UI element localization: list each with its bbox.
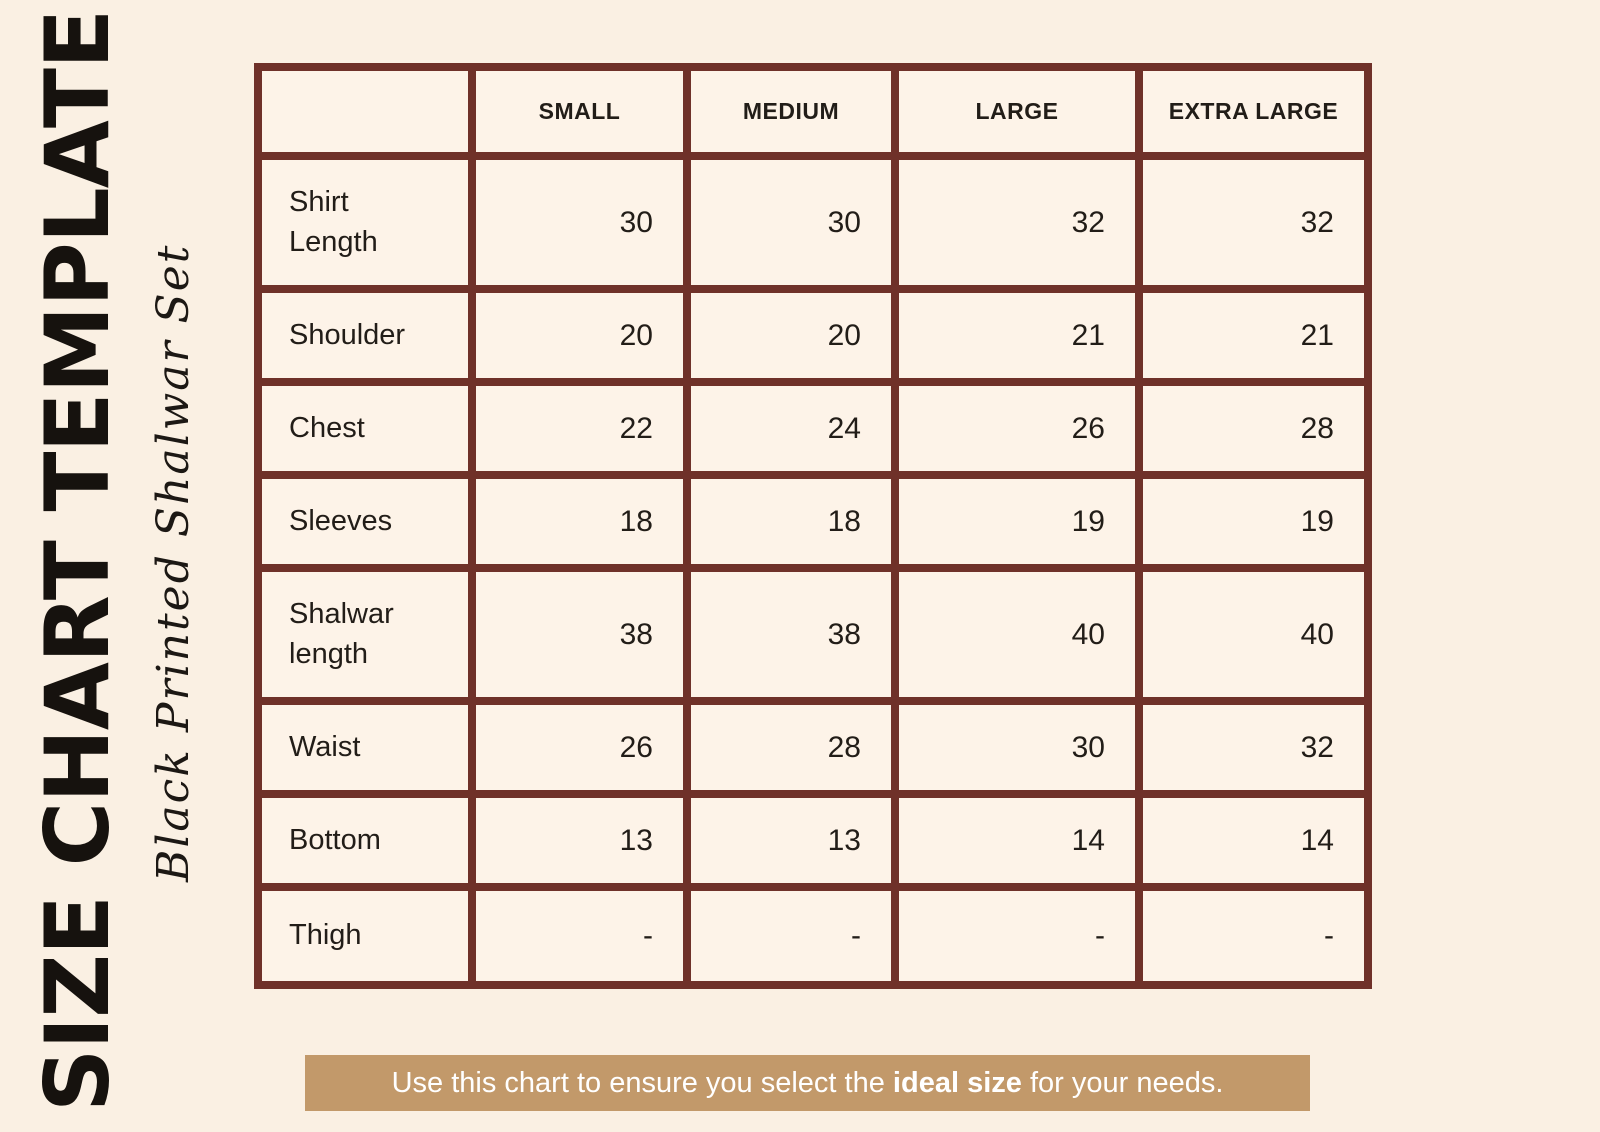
row-label: Thigh bbox=[254, 883, 476, 989]
cell-value: 20 bbox=[468, 285, 691, 386]
cell-value: 28 bbox=[683, 697, 899, 798]
cell-value: 40 bbox=[891, 564, 1143, 705]
cell-value: 20 bbox=[683, 285, 899, 386]
footer-note-prefix: Use this chart to ensure you select the bbox=[391, 1066, 893, 1099]
row-label-text: Shoulder bbox=[289, 318, 406, 351]
table-row-shoulder: Shoulder 20 20 21 21 bbox=[254, 285, 1372, 386]
cell-value: 26 bbox=[468, 697, 691, 798]
cell-value: - bbox=[891, 883, 1143, 989]
table-row-chest: Chest 22 24 26 28 bbox=[254, 378, 1372, 479]
corner-cell bbox=[254, 63, 476, 160]
row-label: Bottom bbox=[254, 790, 476, 891]
cell-value: 32 bbox=[1135, 152, 1372, 293]
cell-value: 19 bbox=[891, 471, 1143, 572]
table-row-thigh: Thigh - - - - bbox=[254, 883, 1372, 989]
cell-value: - bbox=[468, 883, 691, 989]
cell-value: 18 bbox=[683, 471, 899, 572]
column-header-extra-large: EXTRA LARGE bbox=[1135, 63, 1372, 160]
cell-value: 38 bbox=[683, 564, 899, 705]
cell-value: 13 bbox=[468, 790, 691, 891]
row-label: Shoulder bbox=[254, 285, 476, 386]
cell-value: 13 bbox=[683, 790, 899, 891]
cell-value: 38 bbox=[468, 564, 691, 705]
row-label: Shalwar length bbox=[254, 564, 476, 705]
row-label-text: Chest bbox=[289, 411, 365, 444]
footer-note-emphasis: ideal size bbox=[892, 1066, 1022, 1099]
row-label-text: Bottom bbox=[289, 823, 381, 856]
cell-value: 30 bbox=[468, 152, 691, 293]
row-label-text: Shalwar length bbox=[289, 598, 394, 670]
row-label-text: Shirt Length bbox=[289, 186, 378, 258]
page-subtitle-script: Black Printed Shalwar Set bbox=[148, 243, 199, 882]
row-label: Waist bbox=[254, 697, 476, 798]
table-row-shirt-length: Shirt Length 30 30 32 32 bbox=[254, 152, 1372, 293]
cell-value: 19 bbox=[1135, 471, 1372, 572]
cell-value: 22 bbox=[468, 378, 691, 479]
header-row: SMALL MEDIUM LARGE EXTRA LARGE bbox=[254, 63, 1372, 160]
table-row-shalwar-length: Shalwar length 38 38 40 40 bbox=[254, 564, 1372, 705]
cell-value: 32 bbox=[1135, 697, 1372, 798]
table-row-sleeves: Sleeves 18 18 19 19 bbox=[254, 471, 1372, 572]
cell-value: 28 bbox=[1135, 378, 1372, 479]
row-label: Chest bbox=[254, 378, 476, 479]
row-label-text: Thigh bbox=[289, 919, 362, 952]
table-row-bottom: Bottom 13 13 14 14 bbox=[254, 790, 1372, 891]
page-title: SIZE CHART TEMPLATE bbox=[26, 9, 129, 1112]
cell-value: 24 bbox=[683, 378, 899, 479]
footer-note-banner: Use this chart to ensure you select the … bbox=[305, 1055, 1310, 1111]
cell-value: 30 bbox=[891, 697, 1143, 798]
size-chart-table: SMALL MEDIUM LARGE EXTRA LARGE Shirt Len… bbox=[254, 63, 1372, 989]
cell-value: 32 bbox=[891, 152, 1143, 293]
size-table-container: SMALL MEDIUM LARGE EXTRA LARGE Shirt Len… bbox=[254, 63, 1372, 989]
row-label-text: Waist bbox=[289, 730, 361, 763]
cell-value: - bbox=[1135, 883, 1372, 989]
cell-value: 14 bbox=[891, 790, 1143, 891]
footer-note-suffix: for your needs. bbox=[1021, 1066, 1224, 1099]
cell-value: 26 bbox=[891, 378, 1143, 479]
cell-value: 14 bbox=[1135, 790, 1372, 891]
column-header-medium: MEDIUM bbox=[683, 63, 899, 160]
cell-value: 40 bbox=[1135, 564, 1372, 705]
column-header-small: SMALL bbox=[468, 63, 691, 160]
cell-value: 21 bbox=[1135, 285, 1372, 386]
row-label: Sleeves bbox=[254, 471, 476, 572]
cell-value: 21 bbox=[891, 285, 1143, 386]
table-row-waist: Waist 26 28 30 32 bbox=[254, 697, 1372, 798]
row-label-text: Sleeves bbox=[289, 504, 393, 537]
column-header-large: LARGE bbox=[891, 63, 1143, 160]
cell-value: - bbox=[683, 883, 899, 989]
row-label: Shirt Length bbox=[254, 152, 476, 293]
cell-value: 18 bbox=[468, 471, 691, 572]
cell-value: 30 bbox=[683, 152, 899, 293]
